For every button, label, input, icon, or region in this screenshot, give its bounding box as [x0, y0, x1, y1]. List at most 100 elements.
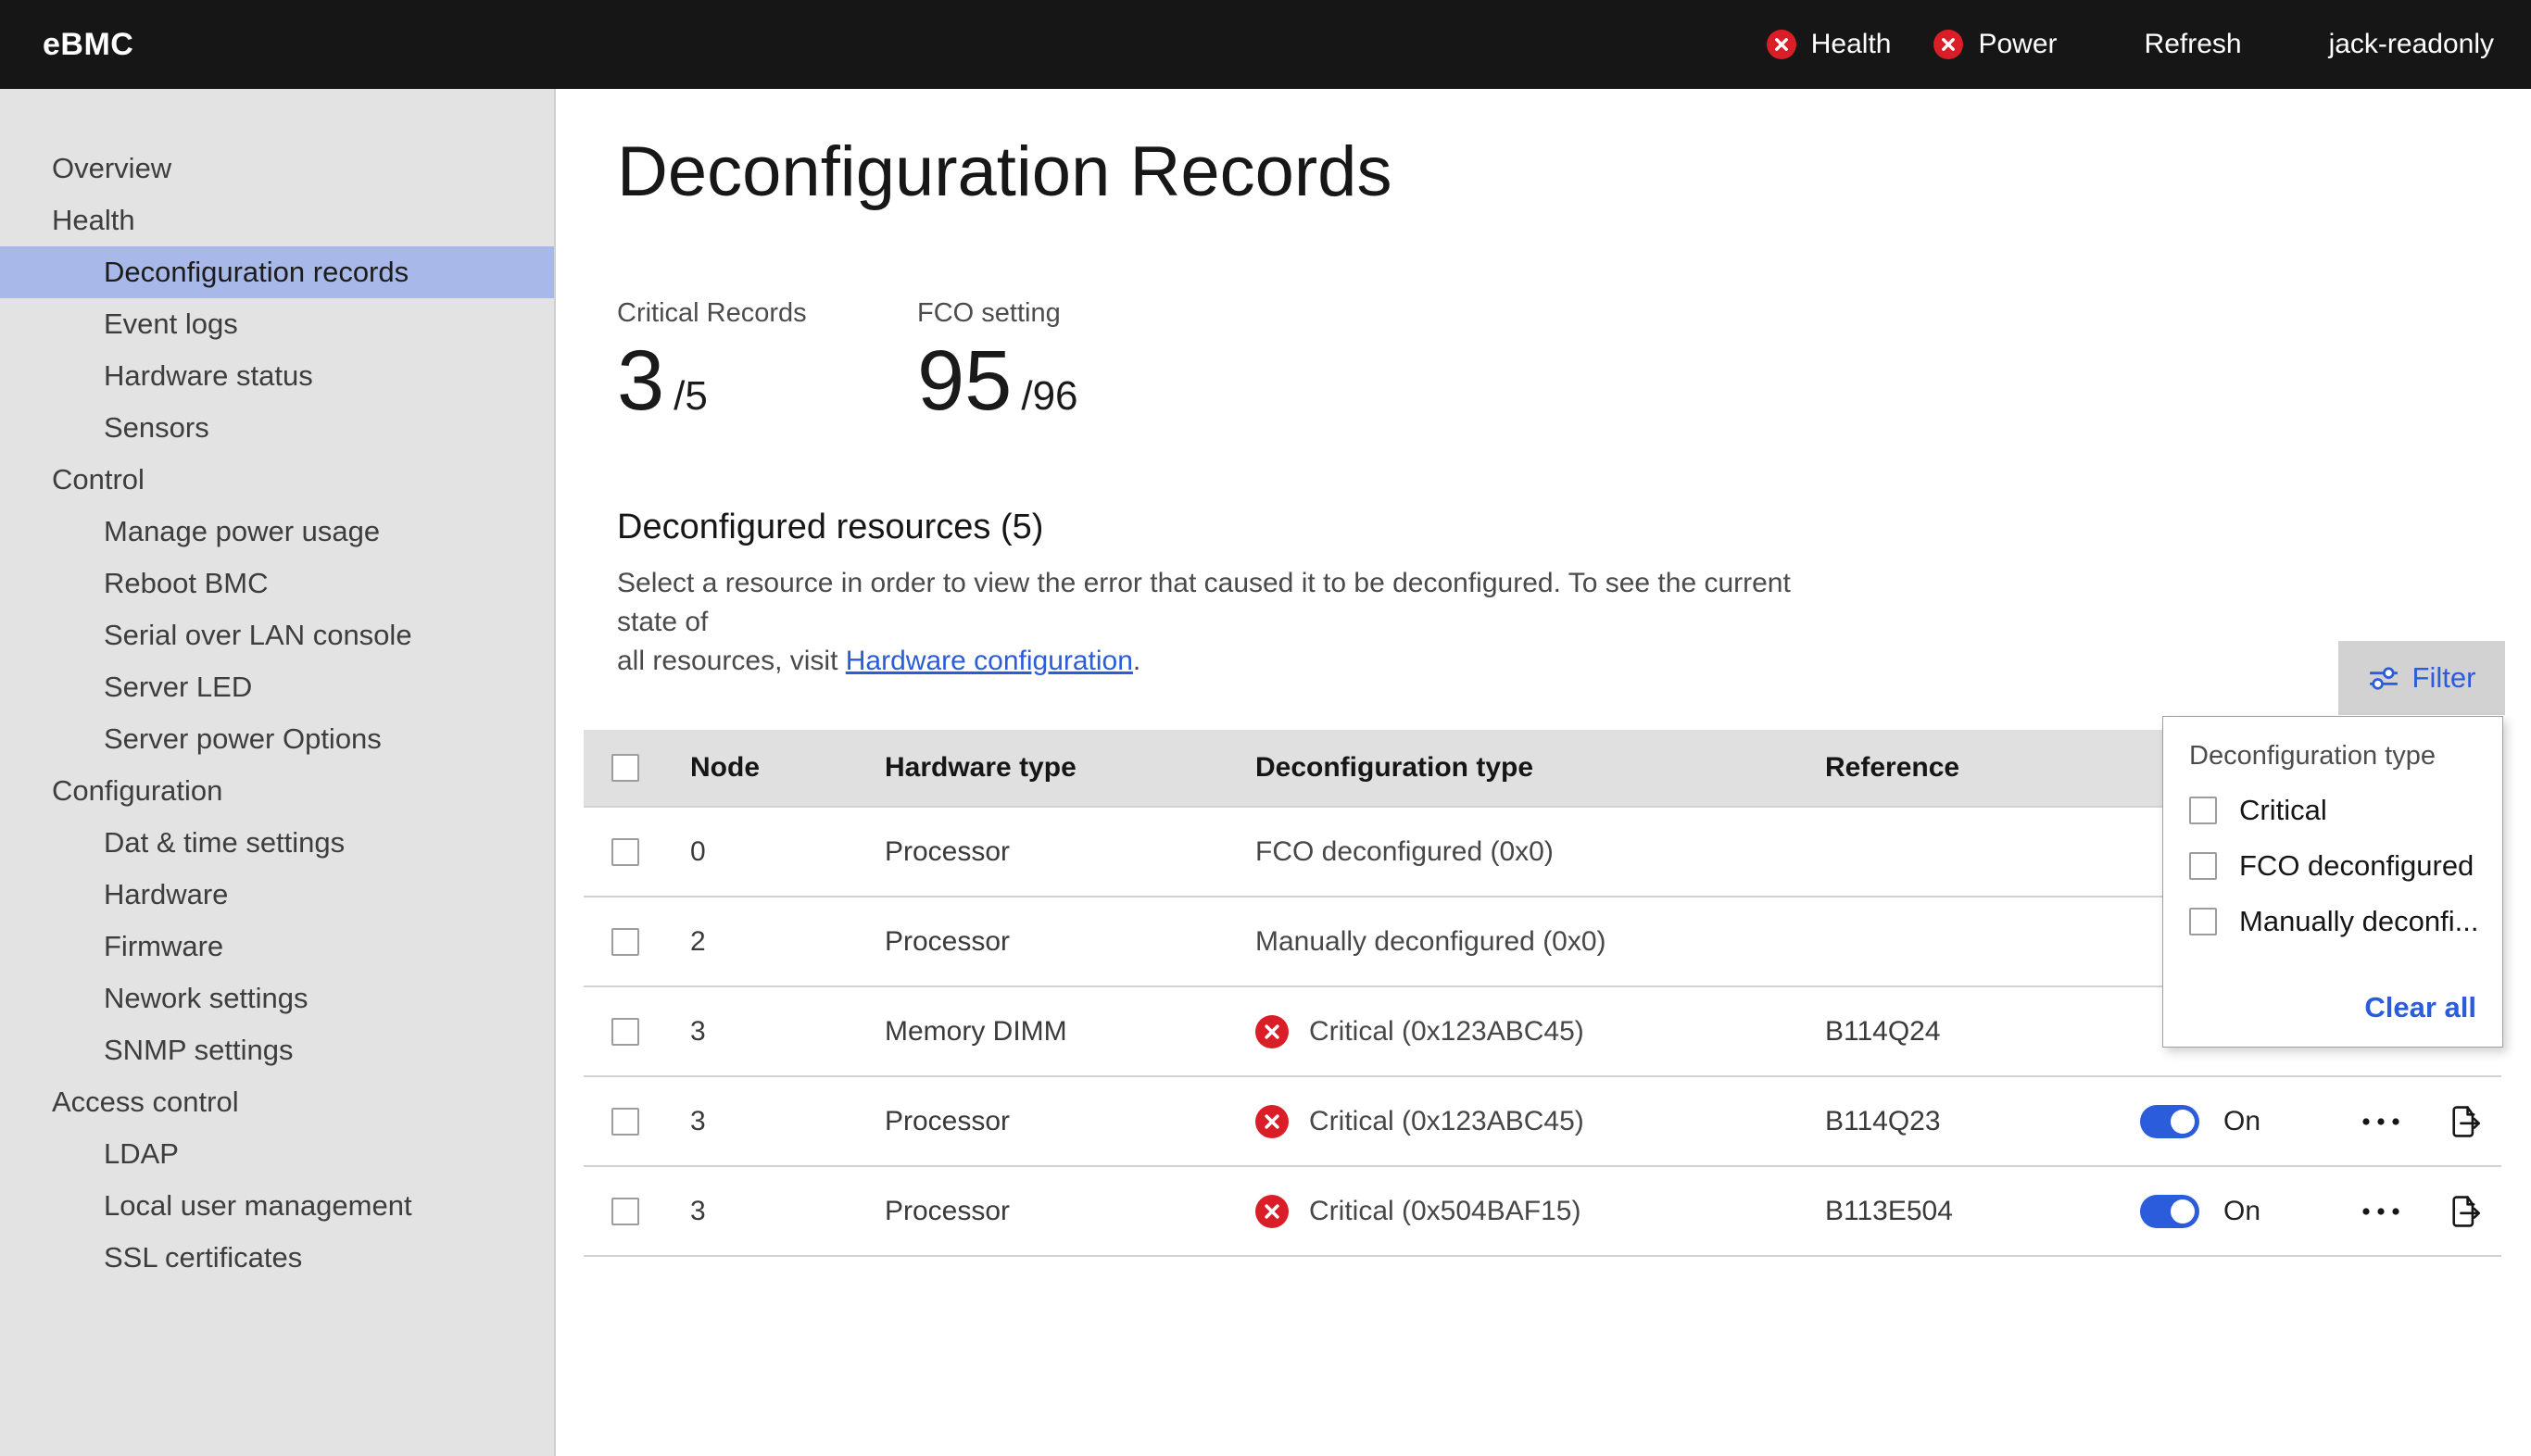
sidebar-item-label: Access control	[52, 1086, 239, 1118]
cell-node: 3	[690, 1105, 706, 1136]
sidebar-item-ldap[interactable]: LDAP	[0, 1128, 554, 1180]
app-logo: eBMC	[43, 26, 134, 62]
cell-reference: B114Q24	[1825, 1015, 1941, 1047]
hardware-configuration-link[interactable]: Hardware configuration	[845, 646, 1133, 676]
filter-option-checkbox[interactable]	[2189, 852, 2217, 880]
sidebar: Overview Health Deconfiguration records …	[0, 89, 556, 1456]
export-button[interactable]	[2427, 1167, 2501, 1255]
critical-records-stat: Critical Records 3 /5	[617, 298, 807, 426]
clear-all-button[interactable]: Clear all	[2364, 991, 2476, 1023]
sidebar-item-hardware[interactable]: Hardware	[0, 869, 554, 921]
power-status[interactable]: Power	[1933, 29, 2058, 60]
sidebar-item-serial-over-lan-console[interactable]: Serial over LAN console	[0, 609, 554, 661]
sidebar-item-control[interactable]: Control	[0, 454, 554, 506]
deconfiguration-type-label: Critical (0x123ABC45)	[1309, 1105, 1584, 1136]
row-checkbox[interactable]	[611, 927, 639, 956]
sidebar-item-snmp-settings[interactable]: SNMP settings	[0, 1024, 554, 1076]
sidebar-item-hardware-status[interactable]: Hardware status	[0, 350, 554, 402]
filter-sliders-icon	[2368, 662, 2399, 694]
sidebar-item-firmware[interactable]: Firmware	[0, 921, 554, 973]
cell-hardware-type: Processor	[885, 925, 1011, 957]
filter-dropdown-panel: Deconfiguration type Critical FCO deconf…	[2162, 716, 2503, 1048]
cell-deconfiguration-type: Critical (0x123ABC45)	[1255, 1104, 1825, 1138]
filter-button[interactable]: Filter	[2338, 641, 2505, 715]
filter-option-checkbox[interactable]	[2189, 797, 2217, 824]
filter-options: Critical FCO deconfigured Manually decon…	[2189, 772, 2476, 938]
sidebar-item-label: Event logs	[104, 308, 238, 340]
power-toggle[interactable]	[2140, 1194, 2199, 1228]
sidebar-item-ssl-certificates[interactable]: SSL certificates	[0, 1232, 554, 1284]
cell-deconfiguration-type: Manually deconfigured (0x0)	[1255, 926, 1825, 958]
deconfigured-resources-table: Node Hardware type Deconfiguration type …	[584, 730, 2501, 1257]
sidebar-item-health[interactable]: Health	[0, 195, 554, 246]
sidebar-item-nework-settings[interactable]: Nework settings	[0, 973, 554, 1024]
resources-description: Select a resource in order to view the e…	[617, 568, 1791, 676]
sidebar-item-reboot-bmc[interactable]: Reboot BMC	[0, 558, 554, 609]
sidebar-item-deconfiguration-records[interactable]: Deconfiguration records	[0, 246, 554, 298]
cell-node: 2	[690, 925, 706, 957]
filter-option[interactable]: Manually deconfi...	[2189, 905, 2476, 938]
sidebar-item-local-user-management[interactable]: Local user management	[0, 1180, 554, 1232]
sidebar-item-dat-time-settings[interactable]: Dat & time settings	[0, 817, 554, 869]
toggle-label: On	[2223, 1105, 2261, 1136]
sidebar-item-sensors[interactable]: Sensors	[0, 402, 554, 454]
filter-option-checkbox[interactable]	[2189, 908, 2217, 935]
sidebar-item-server-led[interactable]: Server LED	[0, 661, 554, 713]
sidebar-item-access-control[interactable]: Access control	[0, 1076, 554, 1128]
sidebar-item-label: Control	[52, 463, 145, 496]
sidebar-item-event-logs[interactable]: Event logs	[0, 298, 554, 350]
deconfiguration-type-label: FCO deconfigured (0x0)	[1255, 835, 1554, 867]
cell-hardware-type: Processor	[885, 835, 1011, 867]
health-status[interactable]: Health	[1766, 29, 1891, 60]
deconfigured-resources-section: Deconfigured resources (5) Select a reso…	[617, 508, 1858, 681]
critical-records-total: /5	[674, 373, 708, 419]
refresh-button[interactable]: Refresh	[2144, 29, 2242, 59]
filter-option[interactable]: FCO deconfigured	[2189, 849, 2476, 883]
sidebar-item-label: Dat & time settings	[104, 826, 346, 859]
cell-hardware-type: Memory DIMM	[885, 1015, 1067, 1047]
filter-button-label: Filter	[2411, 661, 2476, 694]
sidebar-item-label: Nework settings	[104, 982, 309, 1014]
sidebar-item-label: Reboot BMC	[104, 567, 269, 599]
sidebar-item-manage-power-usage[interactable]: Manage power usage	[0, 506, 554, 558]
sidebar-item-label: Configuration	[52, 774, 223, 807]
cell-node: 0	[690, 835, 706, 867]
row-checkbox[interactable]	[611, 837, 639, 866]
critical-records-label: Critical Records	[617, 298, 807, 328]
column-header-hardware-type: Hardware type	[885, 752, 1077, 783]
select-all-checkbox[interactable]	[611, 754, 639, 782]
cell-toggle: On	[2140, 1194, 2335, 1228]
sidebar-item-label: Firmware	[104, 930, 224, 962]
cell-node: 3	[690, 1195, 706, 1226]
critical-records-value: 3	[617, 333, 665, 428]
sidebar-item-server-power-options[interactable]: Server power Options	[0, 713, 554, 765]
toggle-knob	[2171, 1199, 2195, 1224]
export-button[interactable]	[2427, 1077, 2501, 1165]
column-header-deconfiguration-type: Deconfiguration type	[1255, 752, 1534, 783]
row-checkbox[interactable]	[611, 1197, 639, 1225]
toggle-label: On	[2223, 1195, 2261, 1226]
page-title: Deconfiguration Records	[617, 132, 1392, 211]
overflow-menu-button[interactable]	[2335, 1167, 2427, 1255]
sidebar-item-label: Hardware	[104, 878, 229, 910]
table-body: 0 Processor FCO deconfigured (0x0)	[584, 806, 2501, 1257]
fco-setting-label: FCO setting	[917, 298, 1061, 328]
sidebar-item-overview[interactable]: Overview	[0, 143, 554, 195]
overflow-menu-button[interactable]	[2335, 1077, 2427, 1165]
sidebar-item-label: Manage power usage	[104, 515, 381, 547]
deconfiguration-type-label: Critical (0x504BAF15)	[1309, 1195, 1581, 1226]
sidebar-item-configuration[interactable]: Configuration	[0, 765, 554, 817]
table-row[interactable]: 3 Processor Critical (0x504BAF15) B113E5…	[584, 1165, 2501, 1255]
deconfiguration-type-label: Critical (0x123ABC45)	[1309, 1015, 1584, 1047]
row-checkbox[interactable]	[611, 1017, 639, 1046]
column-header-reference: Reference	[1825, 752, 1960, 783]
sidebar-item-label: Deconfiguration records	[104, 256, 409, 288]
toggle-knob	[2171, 1109, 2195, 1134]
sidebar-item-label: Sensors	[104, 411, 209, 444]
power-toggle[interactable]	[2140, 1104, 2199, 1138]
user-menu[interactable]: jack-readonly	[2328, 29, 2494, 59]
filter-option[interactable]: Critical	[2189, 794, 2476, 827]
row-checkbox[interactable]	[611, 1107, 639, 1136]
table-row[interactable]: 3 Processor Critical (0x123ABC45) B114Q2…	[584, 1075, 2501, 1165]
